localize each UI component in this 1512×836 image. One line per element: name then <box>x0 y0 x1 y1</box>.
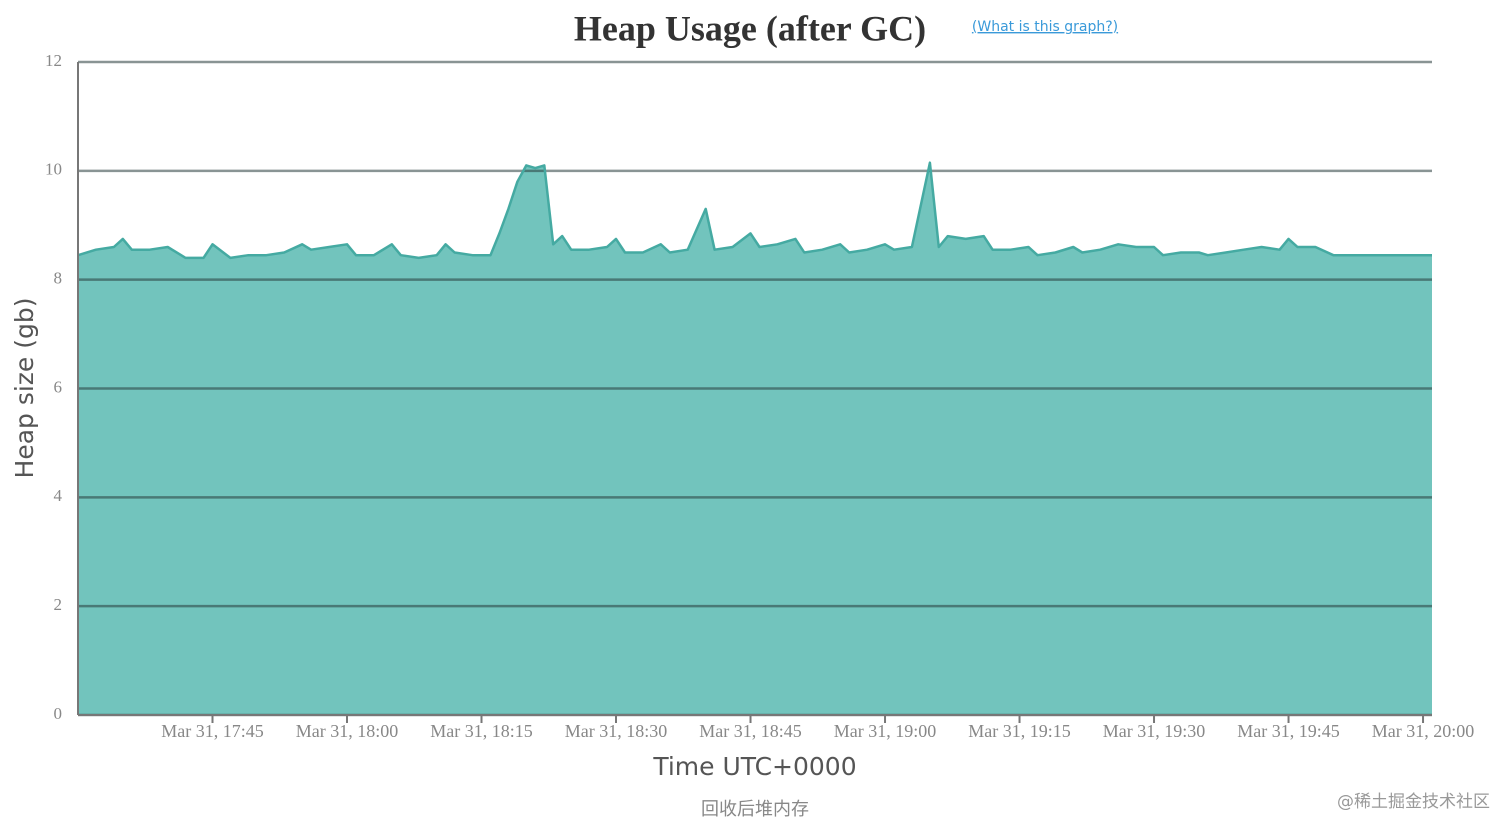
y-tick-label: 6 <box>54 377 63 396</box>
y-tick-label: 2 <box>54 595 63 614</box>
area <box>78 162 1432 715</box>
chart-title: Heap Usage (after GC) <box>574 8 926 48</box>
y-tick-label: 8 <box>54 269 63 288</box>
x-tick-label: Mar 31, 18:45 <box>699 721 802 741</box>
x-tick-label: Mar 31, 20:00 <box>1372 721 1475 741</box>
x-tick-label: Mar 31, 19:30 <box>1103 721 1206 741</box>
y-tick-label: 12 <box>45 51 62 70</box>
x-tick-label: Mar 31, 17:45 <box>161 721 264 741</box>
y-tick-label: 4 <box>54 486 63 505</box>
x-tick-label: Mar 31, 18:15 <box>430 721 533 741</box>
x-axis-label: Time UTC+0000 <box>652 752 856 781</box>
caption: 回收后堆内存 <box>701 799 809 820</box>
x-tick-label: Mar 31, 18:30 <box>565 721 668 741</box>
y-tick-label: 10 <box>45 160 62 179</box>
x-tick-label: Mar 31, 19:45 <box>1237 721 1340 741</box>
watermark: @稀土掘金技术社区 <box>1337 792 1490 812</box>
x-tick-label: Mar 31, 18:00 <box>296 721 399 741</box>
y-axis-label: Heap size (gb) <box>10 298 39 479</box>
help-link[interactable]: (What is this graph?) <box>972 19 1118 35</box>
x-tick-label: Mar 31, 19:15 <box>968 721 1071 741</box>
x-tick-label: Mar 31, 19:00 <box>834 721 937 741</box>
y-tick-label: 0 <box>54 704 63 723</box>
line <box>77 161 1432 260</box>
